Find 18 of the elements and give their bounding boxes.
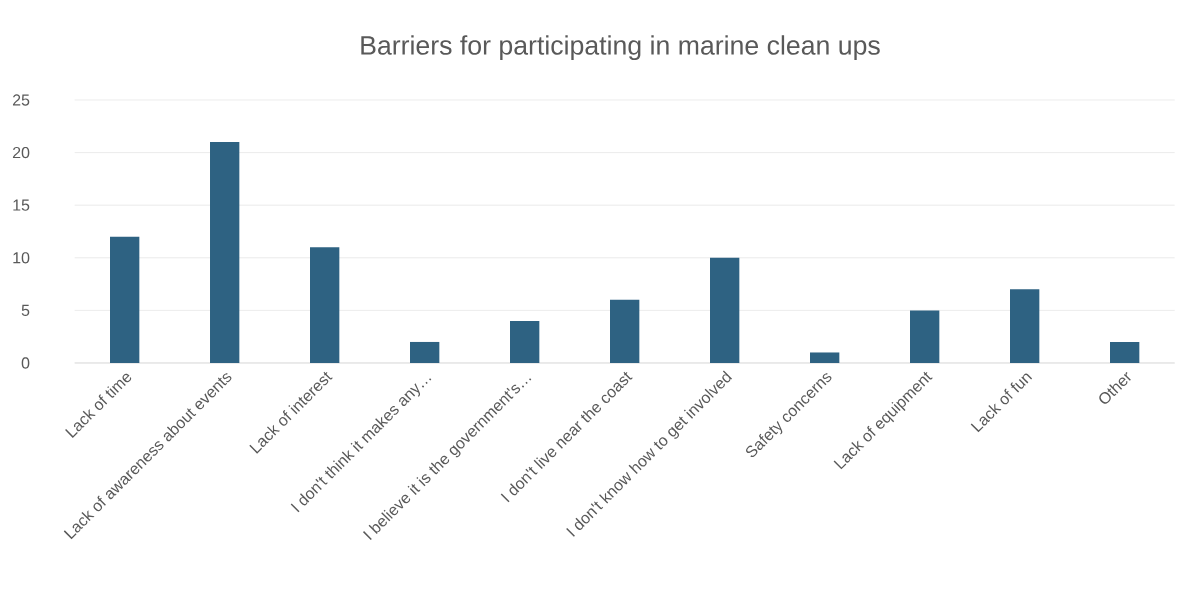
bar	[1110, 341, 1140, 363]
bar	[210, 142, 240, 363]
bar	[510, 320, 540, 363]
y-tick-label: 10	[13, 252, 30, 264]
y-tick-label: 25	[12, 94, 30, 106]
y-tick-label: 20	[12, 146, 30, 159]
chart-title: Barriers for participating in marine clean ups	[361, 35, 880, 61]
y-tick-label: 15	[13, 199, 30, 211]
bar	[910, 310, 940, 363]
bar	[310, 247, 340, 363]
y-tick-label: 5	[21, 304, 30, 316]
bar	[810, 352, 840, 363]
bar	[710, 257, 740, 363]
bar	[1010, 289, 1040, 363]
y-tick-label: 0	[21, 357, 30, 369]
bar	[610, 299, 640, 363]
bar	[110, 236, 140, 363]
bar	[410, 341, 440, 363]
